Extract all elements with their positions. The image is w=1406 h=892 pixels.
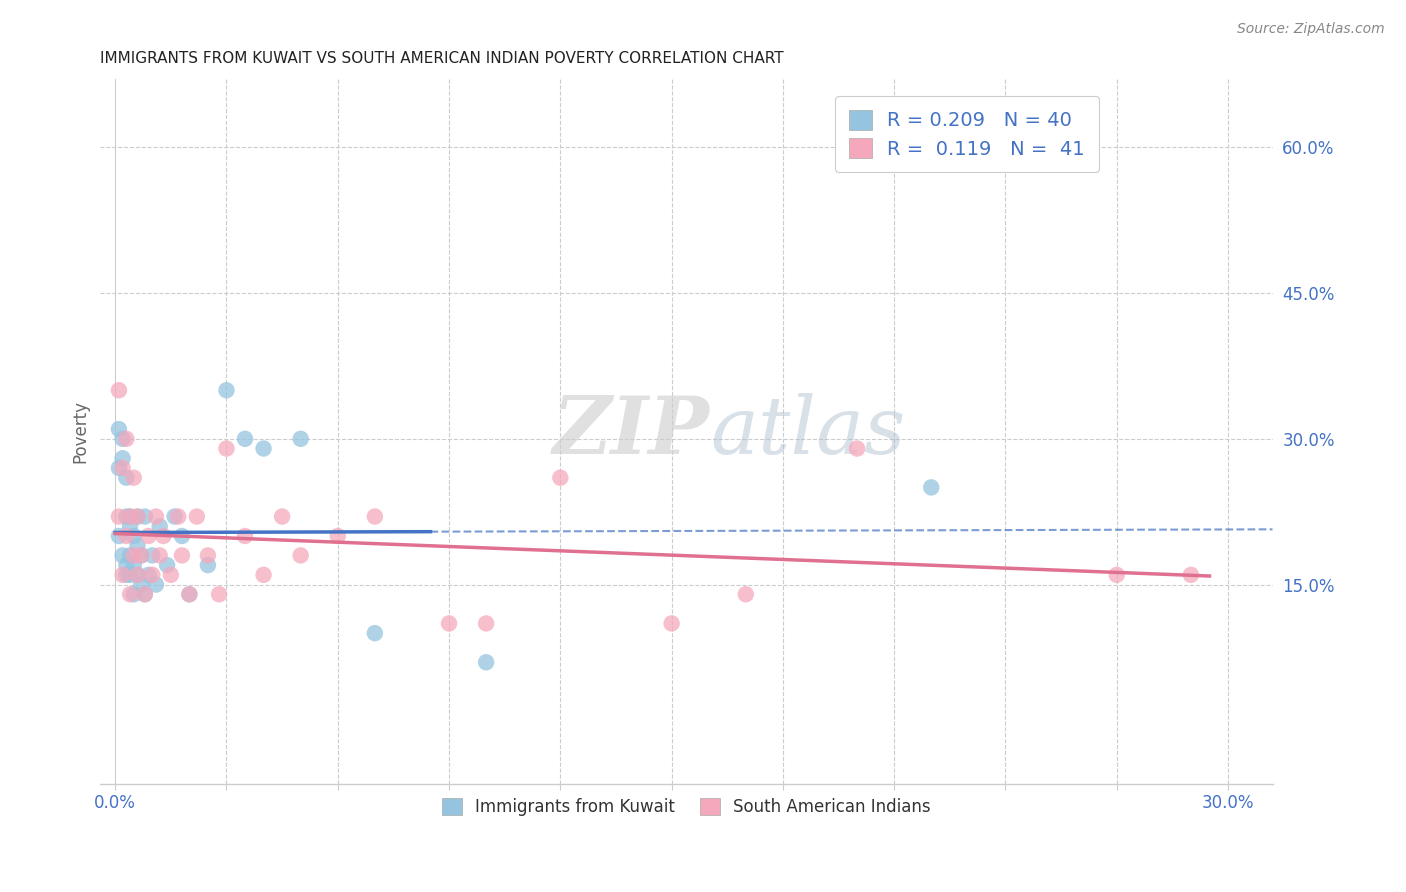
Point [734, 587, 756, 601]
Point [115, 567, 138, 582]
Point [170, 549, 193, 563]
Point [129, 549, 152, 563]
Point [661, 616, 683, 631]
Point [115, 471, 138, 485]
Point [179, 587, 201, 601]
Point [134, 587, 156, 601]
Point [108, 422, 131, 436]
Y-axis label: Poverty: Poverty [72, 400, 89, 463]
Point [475, 616, 498, 631]
Point [118, 509, 141, 524]
Point [127, 567, 149, 582]
Point [134, 587, 156, 601]
Point [122, 558, 145, 573]
Point [118, 509, 141, 524]
Point [111, 432, 134, 446]
Point [271, 509, 294, 524]
Point [475, 655, 498, 669]
Point [326, 529, 349, 543]
Point [364, 509, 387, 524]
Point [115, 558, 138, 573]
Point [108, 461, 131, 475]
Point [252, 567, 274, 582]
Point [108, 529, 131, 543]
Point [122, 549, 145, 563]
Point [233, 432, 256, 446]
Point [170, 529, 193, 543]
Point [149, 549, 172, 563]
Point [364, 626, 387, 640]
Point [134, 509, 156, 524]
Point [197, 558, 219, 573]
Point [118, 519, 141, 533]
Point [145, 577, 167, 591]
Point [437, 616, 460, 631]
Point [111, 451, 134, 466]
Point [108, 509, 131, 524]
Text: ZIP: ZIP [553, 392, 710, 470]
Point [127, 509, 149, 524]
Point [138, 567, 160, 582]
Point [129, 549, 152, 563]
Point [215, 442, 238, 456]
Point [127, 539, 149, 553]
Point [138, 529, 160, 543]
Point [111, 549, 134, 563]
Point [129, 577, 152, 591]
Point [1105, 567, 1128, 582]
Point [111, 567, 134, 582]
Point [145, 509, 167, 524]
Point [920, 480, 942, 494]
Point [118, 567, 141, 582]
Point [115, 432, 138, 446]
Point [141, 549, 163, 563]
Point [127, 509, 149, 524]
Point [550, 471, 572, 485]
Point [163, 509, 186, 524]
Point [115, 529, 138, 543]
Point [152, 529, 174, 543]
Point [156, 558, 179, 573]
Point [167, 509, 190, 524]
Legend: Immigrants from Kuwait, South American Indians: Immigrants from Kuwait, South American I… [433, 790, 939, 825]
Point [122, 587, 145, 601]
Text: atlas: atlas [710, 392, 905, 470]
Point [233, 529, 256, 543]
Point [846, 442, 869, 456]
Point [290, 549, 312, 563]
Point [290, 432, 312, 446]
Point [118, 549, 141, 563]
Text: IMMIGRANTS FROM KUWAIT VS SOUTH AMERICAN INDIAN POVERTY CORRELATION CHART: IMMIGRANTS FROM KUWAIT VS SOUTH AMERICAN… [100, 51, 785, 66]
Point [149, 519, 172, 533]
Point [179, 587, 201, 601]
Point [252, 442, 274, 456]
Point [111, 461, 134, 475]
Point [108, 383, 131, 397]
Point [122, 529, 145, 543]
Point [1180, 567, 1202, 582]
Text: Source: ZipAtlas.com: Source: ZipAtlas.com [1237, 22, 1385, 37]
Point [197, 549, 219, 563]
Point [115, 509, 138, 524]
Point [186, 509, 208, 524]
Point [127, 567, 149, 582]
Point [118, 587, 141, 601]
Point [160, 567, 183, 582]
Point [215, 383, 238, 397]
Point [208, 587, 231, 601]
Point [141, 567, 163, 582]
Point [122, 471, 145, 485]
